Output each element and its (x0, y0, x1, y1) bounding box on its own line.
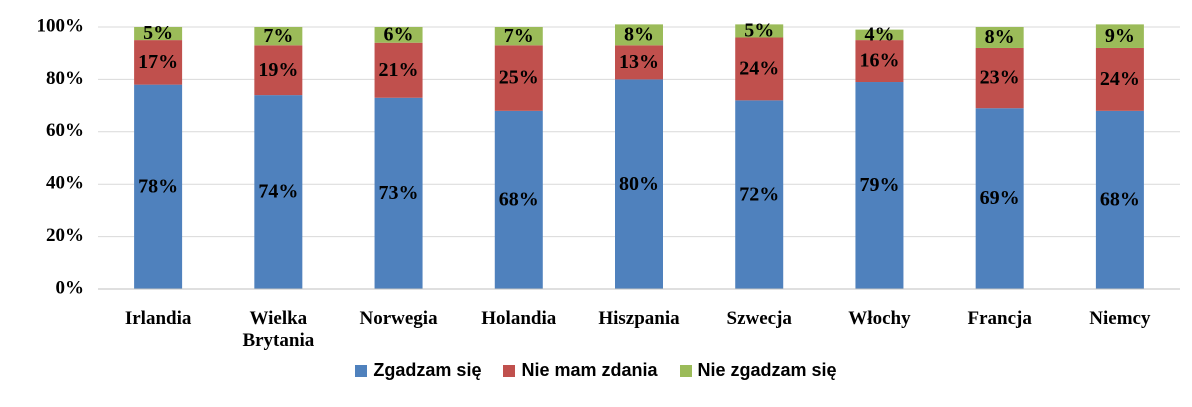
bar-segment (374, 27, 423, 43)
data-label: 16% (859, 50, 899, 72)
data-label: 17% (138, 51, 178, 73)
x-tick-label: Włochy (848, 308, 911, 329)
y-tick-label: 80% (46, 68, 84, 89)
bar-segment (254, 95, 303, 290)
data-label: 72% (739, 183, 779, 205)
bar-segment (855, 29, 904, 41)
bar-segment (735, 24, 784, 38)
bar-segment (494, 27, 543, 46)
bar-segment (1095, 47, 1144, 111)
y-tick-label: 0% (56, 277, 85, 298)
data-label: 25% (499, 67, 539, 89)
data-label: 74% (258, 181, 298, 203)
bar-segment (374, 42, 423, 98)
bar-segment (735, 37, 784, 101)
x-tick-label: Niemcy (1089, 308, 1151, 329)
legend-item: Nie mam zdania (503, 360, 658, 381)
x-tick-label: Irlandia (124, 308, 192, 329)
bar-segment (615, 24, 663, 46)
bar-segment (494, 45, 543, 111)
bar-segment (975, 108, 1024, 289)
data-label: 23% (980, 67, 1020, 89)
x-tick-label: Norwegia (359, 308, 438, 329)
data-label: 24% (1100, 68, 1140, 90)
y-tick-label: 20% (46, 225, 84, 246)
legend-label: Nie zgadzam się (697, 360, 837, 380)
bar-segment (1095, 24, 1144, 48)
legend-label: Nie mam zdania (521, 360, 658, 380)
legend: Zgadzam się Nie mam zdania Nie zgadzam się (0, 360, 1192, 381)
bar-segment (855, 40, 904, 83)
bar-segment (975, 27, 1024, 48)
x-tick-label: Hiszpania (598, 308, 680, 329)
bar-segment (735, 100, 784, 289)
bar-segment (134, 84, 183, 289)
bar-segment (975, 47, 1024, 109)
data-label: 24% (739, 58, 779, 80)
bar-segment (134, 27, 183, 41)
x-tick-label: Francja (967, 308, 1032, 329)
data-label: 8% (624, 23, 654, 45)
bar-segment (494, 110, 543, 289)
legend-swatch (679, 364, 692, 377)
bar-segment (615, 45, 663, 80)
data-label: 73% (379, 182, 419, 204)
legend-item: Nie zgadzam się (679, 360, 837, 381)
bar-segment (134, 40, 183, 85)
y-tick-label: 60% (46, 120, 84, 141)
bar-segment (1095, 110, 1144, 289)
data-label: 21% (379, 59, 419, 81)
bar-segment (855, 82, 904, 290)
data-label: 4% (864, 23, 894, 45)
data-label: 7% (504, 25, 534, 47)
data-label: 79% (859, 174, 899, 196)
data-label: 9% (1105, 25, 1135, 47)
data-label: 13% (619, 51, 659, 73)
x-tick-label: Szwecja (726, 308, 792, 329)
data-label: 5% (143, 22, 173, 44)
legend-swatch (503, 364, 516, 377)
data-label: 69% (980, 187, 1020, 209)
x-tick-label: Holandia (481, 308, 557, 329)
x-tick-label: Wielka Brytania (242, 308, 315, 351)
data-label: 6% (384, 23, 414, 45)
data-label: 8% (985, 26, 1015, 48)
y-tick-label: 40% (46, 173, 84, 194)
legend-swatch (355, 364, 368, 377)
y-tick-label: 100% (37, 15, 85, 36)
bar-segment (615, 79, 663, 290)
data-label: 19% (258, 59, 298, 81)
data-label: 7% (263, 25, 293, 47)
bar-segment (374, 97, 423, 290)
bar-segment (254, 27, 303, 46)
data-label: 68% (499, 189, 539, 211)
data-label: 5% (744, 20, 774, 42)
data-label: 78% (138, 175, 178, 197)
legend-item: Zgadzam się (355, 360, 481, 381)
legend-label: Zgadzam się (373, 360, 482, 380)
data-label: 68% (1100, 189, 1140, 211)
data-label: 80% (619, 173, 659, 195)
bar-segment (254, 45, 303, 96)
